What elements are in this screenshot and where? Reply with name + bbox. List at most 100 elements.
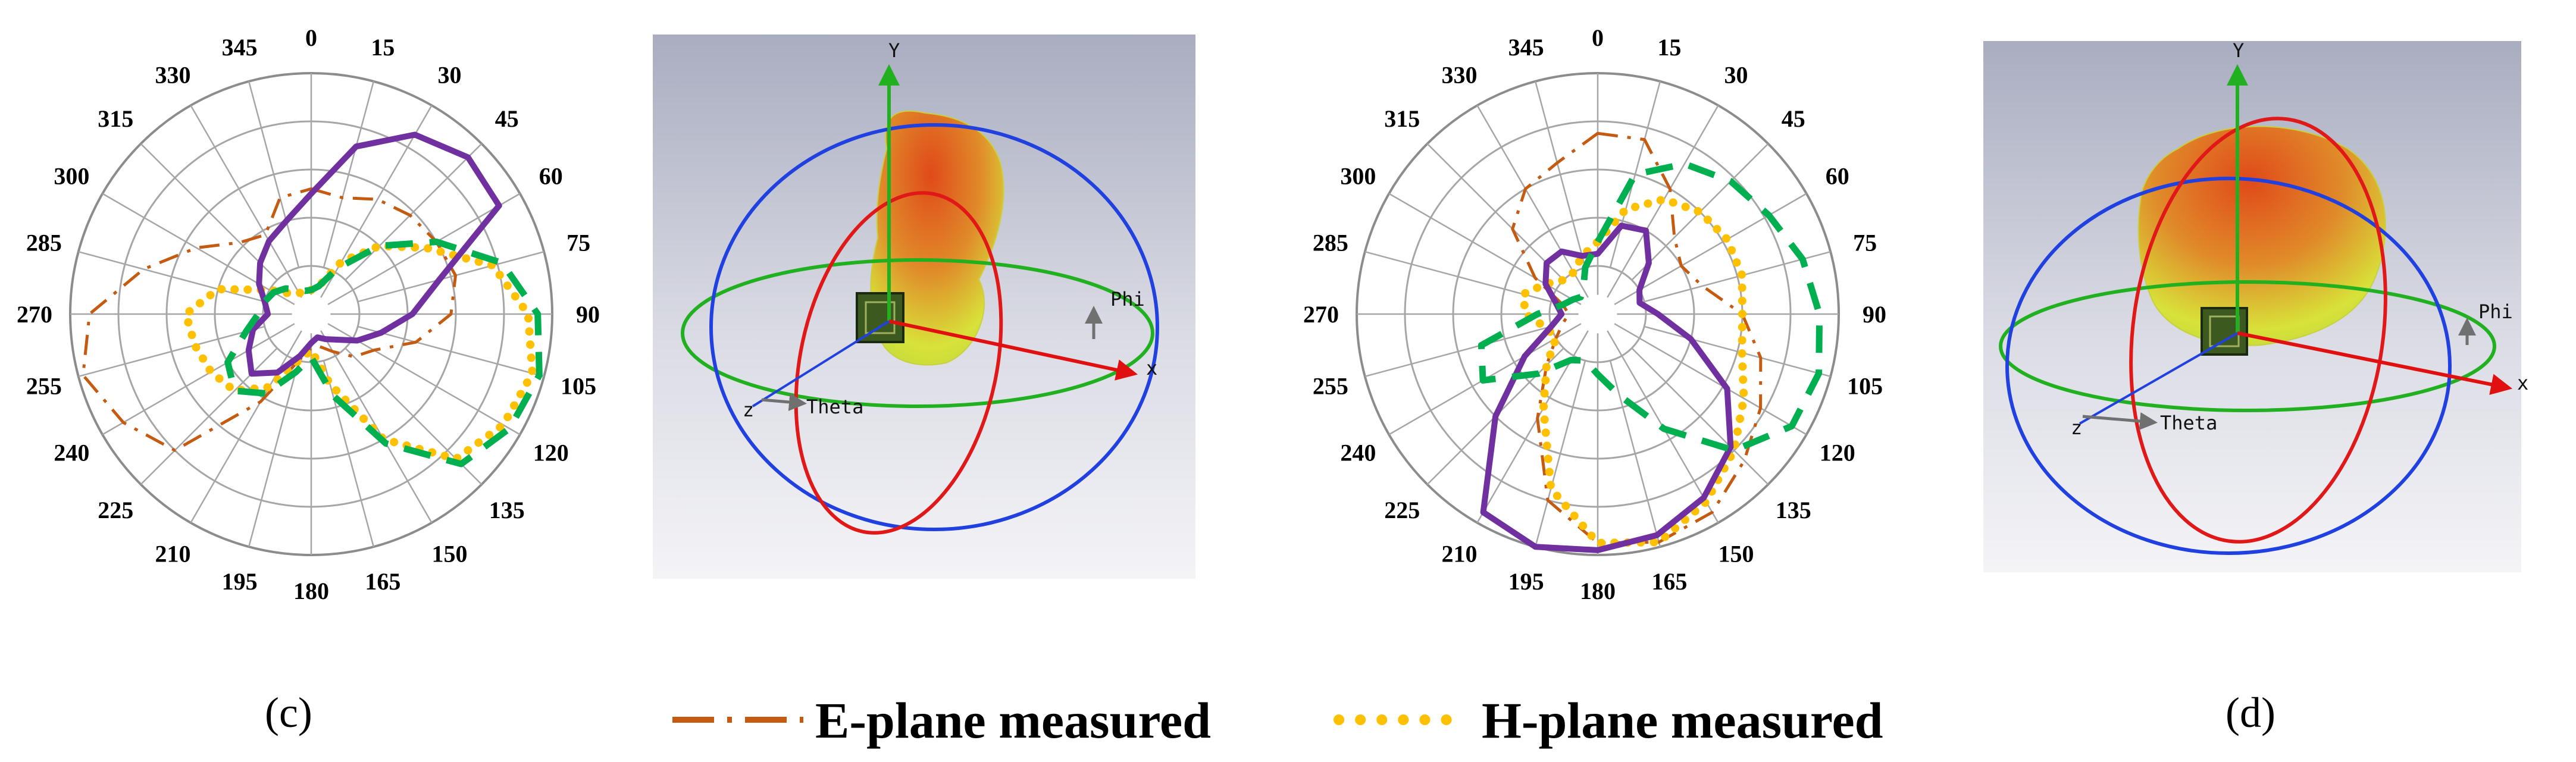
polar-spoke [78, 325, 265, 378]
angle-tick-label: 15 [371, 34, 395, 61]
series-line-2 [245, 131, 502, 377]
angle-tick-label: 45 [495, 105, 519, 132]
x-axis [2237, 331, 2513, 395]
z-axis-label: z [743, 399, 754, 421]
polar-chart-c: 0 15 30 45 60 75 90 105 120 135 150 165 180 195 210 225… [17, 24, 600, 604]
series-line-0 [1511, 131, 1763, 545]
z-axis [752, 320, 890, 407]
y-axis-label: Y [2233, 39, 2244, 62]
angle-tick-label: 345 [222, 34, 258, 61]
angle-tick-label: 180 [293, 578, 329, 604]
angle-tick-label: 225 [98, 497, 133, 523]
polar-spoke [1364, 250, 1552, 303]
angle-tick-label: 270 [17, 301, 52, 328]
legend-label-e-plane: E-plane measured [815, 692, 1211, 749]
angle-tick-label: 240 [54, 440, 89, 466]
angle-tick-label: 0 [305, 24, 317, 51]
polar-spoke [357, 325, 544, 378]
angle-tick-label: 195 [222, 568, 258, 595]
series-line-1 [181, 242, 537, 463]
polar-spoke [1614, 193, 1807, 305]
series-line-2 [1480, 222, 1734, 553]
legend: E-plane measured H-plane measured [672, 692, 1883, 749]
angle-tick-label: 165 [1651, 568, 1687, 595]
polar-spoke [323, 81, 375, 268]
angle-tick-label: 15 [1657, 34, 1681, 61]
legend-label-h-plane: H-plane measured [1482, 692, 1883, 749]
angle-tick-label: 90 [576, 301, 600, 328]
phi-label: Phi [1110, 288, 1145, 311]
y-axis-label: Y [888, 39, 900, 62]
radiation-3d-view-c: Y x Phi Theta z [653, 35, 1195, 579]
angle-tick-label: 90 [1863, 301, 1886, 328]
phi-ring [1999, 280, 2496, 412]
z-axis-label: z [2071, 416, 2082, 439]
x-axis-label: x [1146, 357, 1157, 380]
angle-tick-label: 180 [1580, 578, 1616, 604]
polar-spoke [1614, 323, 1807, 435]
z-axis [2079, 332, 2238, 425]
angle-tick-label: 345 [1508, 34, 1544, 61]
panel-caption-c: (c) [265, 689, 312, 736]
polar-spoke [1631, 347, 1769, 485]
phi-ring [681, 258, 1154, 408]
theta-arrow [761, 393, 807, 411]
polar-spoke [1476, 105, 1589, 298]
theta-ring [794, 191, 1003, 535]
angle-tick-label: 120 [1820, 440, 1855, 466]
angle-tick-label: 45 [1782, 105, 1805, 132]
x-axis-label: x [2517, 372, 2528, 394]
phi-label: Phi [2478, 300, 2513, 323]
angle-tick-label: 330 [155, 61, 191, 88]
angle-tick-label: 135 [489, 497, 525, 523]
angle-tick-label: 255 [1313, 372, 1348, 399]
theta-label: Theta [806, 396, 863, 418]
angle-tick-label: 285 [26, 230, 62, 256]
series-line-3 [1478, 161, 1823, 454]
antenna-patch [856, 292, 904, 343]
angle-tick-label: 210 [1442, 541, 1478, 567]
polar-spoke [1534, 81, 1586, 268]
polar-spoke [1388, 193, 1582, 305]
polar-spoke [357, 250, 544, 303]
radiation-3d-view-d: Y x Phi Theta z [1983, 39, 2528, 572]
polar-chart-d: 0 15 30 45 60 75 90 105 120 135 150 165 180 195 210 225… [1303, 24, 1886, 604]
polar-spoke [140, 143, 278, 281]
polar-spoke [248, 360, 300, 547]
legend-item-h-plane: H-plane measured [1334, 692, 1883, 749]
angle-tick-label: 105 [561, 372, 596, 399]
angle-tick-label: 150 [1719, 541, 1754, 567]
antenna-patch [2201, 307, 2248, 356]
angle-tick-label: 75 [1853, 230, 1877, 256]
angle-tick-label: 240 [1340, 440, 1376, 466]
polar-spoke [1426, 143, 1564, 281]
angle-tick-label: 60 [539, 163, 563, 190]
angle-tick-label: 165 [365, 568, 400, 595]
angle-tick-label: 225 [1384, 497, 1420, 523]
polar-spoke [190, 105, 302, 298]
angle-tick-label: 330 [1442, 61, 1478, 88]
angle-tick-label: 315 [1384, 105, 1420, 132]
theta-arrow [2082, 412, 2158, 430]
x-axis [888, 319, 1138, 381]
angle-tick-label: 150 [432, 541, 468, 567]
polar-spoke [323, 360, 375, 547]
polar-spoke [102, 323, 295, 435]
angle-tick-label: 195 [1508, 568, 1544, 595]
legend-item-e-plane: E-plane measured [672, 692, 1211, 749]
angle-tick-label: 135 [1776, 497, 1811, 523]
angle-tick-label: 270 [1303, 301, 1339, 328]
polar-spoke [248, 81, 300, 268]
polar-spoke [345, 143, 483, 281]
angle-tick-label: 75 [566, 230, 590, 256]
angle-tick-label: 315 [98, 105, 133, 132]
polar-spoke [1534, 360, 1586, 547]
polar-spoke [1364, 325, 1552, 378]
angle-tick-label: 105 [1847, 372, 1883, 399]
polar-spoke [1644, 325, 1831, 378]
angle-tick-label: 60 [1826, 163, 1849, 190]
angle-tick-label: 255 [26, 372, 62, 399]
antenna-patch-inner [865, 301, 896, 334]
series-line-3 [224, 239, 543, 468]
